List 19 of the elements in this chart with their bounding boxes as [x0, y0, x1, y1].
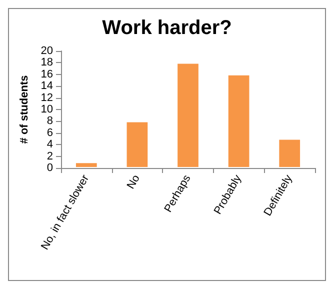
y-tick-label: 14	[40, 80, 53, 92]
y-tick-label: 10	[40, 104, 53, 116]
bar	[227, 74, 250, 168]
bar	[278, 138, 302, 168]
bar	[126, 121, 149, 168]
bar	[176, 62, 200, 168]
chart-title: Work harder?	[102, 17, 232, 39]
y-tick-label: 16	[40, 68, 53, 80]
y-tick-label: 0	[46, 162, 53, 174]
y-tick-label: 12	[40, 92, 53, 104]
y-tick-label: 6	[46, 126, 53, 139]
y-tick-label: 18	[40, 56, 53, 69]
y-tick-label: 2	[46, 150, 53, 162]
bar	[74, 162, 98, 168]
y-axis-title: # of students	[18, 75, 30, 144]
x-tick-label: No	[124, 173, 142, 192]
y-tick-label: 4	[46, 138, 53, 151]
y-tick-label: 8	[46, 115, 53, 128]
y-tick-label: 20	[40, 45, 53, 57]
